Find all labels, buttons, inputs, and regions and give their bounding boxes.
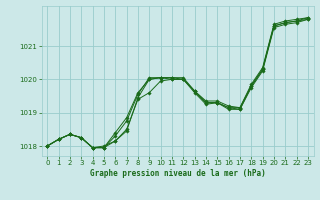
X-axis label: Graphe pression niveau de la mer (hPa): Graphe pression niveau de la mer (hPa) xyxy=(90,169,266,178)
